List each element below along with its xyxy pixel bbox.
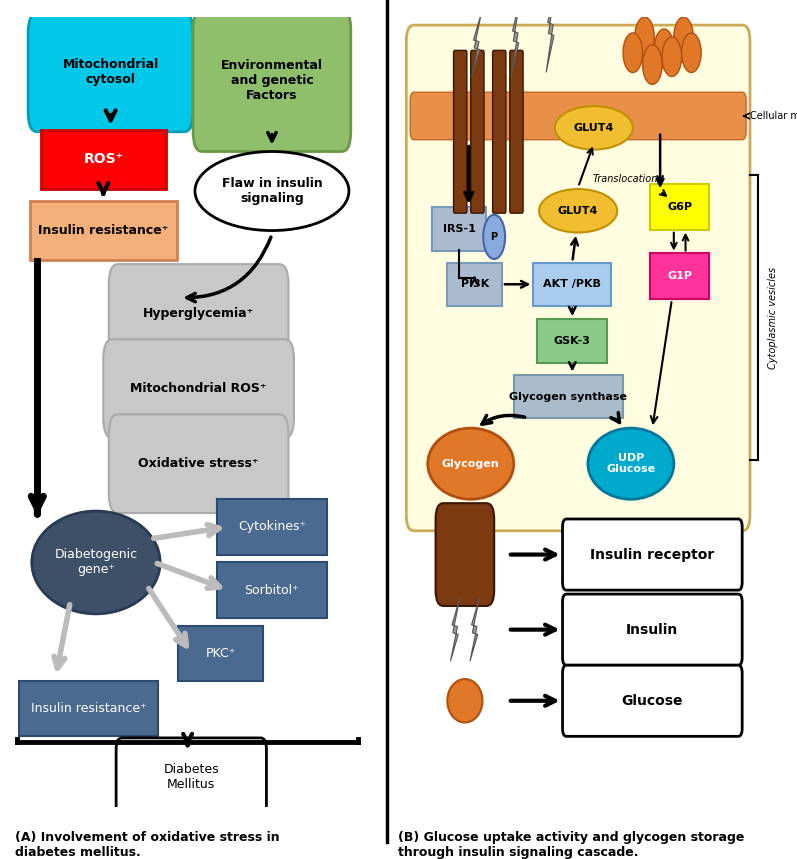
Ellipse shape: [195, 151, 349, 230]
Text: (A) Involvement of oxidative stress in
diabetes mellitus.: (A) Involvement of oxidative stress in d…: [15, 832, 280, 859]
Text: Insulin receptor: Insulin receptor: [591, 547, 714, 562]
Text: GLUT4: GLUT4: [574, 123, 614, 133]
Circle shape: [634, 17, 654, 57]
Circle shape: [623, 33, 642, 72]
FancyBboxPatch shape: [41, 130, 166, 189]
Text: ROS⁺: ROS⁺: [84, 152, 124, 167]
Text: Cellular membrane: Cellular membrane: [744, 111, 797, 121]
FancyBboxPatch shape: [104, 339, 294, 438]
FancyBboxPatch shape: [563, 594, 742, 665]
Text: Glucose: Glucose: [622, 694, 683, 708]
FancyBboxPatch shape: [19, 681, 159, 736]
Text: P: P: [491, 232, 498, 242]
Text: Diabetogenic
gene⁺: Diabetogenic gene⁺: [54, 549, 138, 576]
Text: Glycogen: Glycogen: [442, 459, 500, 469]
FancyBboxPatch shape: [116, 738, 266, 817]
FancyBboxPatch shape: [471, 51, 484, 213]
Text: Translocation: Translocation: [592, 174, 658, 184]
Text: Flaw in insulin
signaling: Flaw in insulin signaling: [222, 177, 322, 205]
FancyBboxPatch shape: [28, 13, 193, 131]
Text: GSK-3: GSK-3: [554, 336, 591, 346]
Text: PI3K: PI3K: [461, 279, 489, 289]
Polygon shape: [472, 13, 481, 76]
Circle shape: [673, 17, 693, 57]
Text: G1P: G1P: [667, 271, 692, 282]
Text: Hyperglycemia⁺: Hyperglycemia⁺: [143, 307, 254, 320]
FancyBboxPatch shape: [650, 253, 709, 299]
Ellipse shape: [428, 428, 514, 499]
FancyBboxPatch shape: [179, 625, 263, 681]
FancyBboxPatch shape: [436, 503, 494, 606]
Text: AKT /PKB: AKT /PKB: [544, 279, 601, 289]
Text: GLUT4: GLUT4: [558, 206, 599, 216]
FancyBboxPatch shape: [514, 375, 623, 418]
Ellipse shape: [539, 189, 617, 233]
Text: Insulin resistance⁺: Insulin resistance⁺: [31, 702, 147, 716]
FancyBboxPatch shape: [510, 51, 523, 213]
Text: Oxidative stress⁺: Oxidative stress⁺: [139, 457, 259, 470]
Ellipse shape: [32, 511, 160, 614]
Text: UDP
Glucose: UDP Glucose: [607, 453, 655, 474]
Circle shape: [662, 37, 681, 76]
Text: Environmental
and genetic
Factors: Environmental and genetic Factors: [221, 59, 323, 102]
Polygon shape: [546, 0, 556, 72]
Text: Glycogen synthase: Glycogen synthase: [509, 392, 627, 401]
FancyBboxPatch shape: [108, 265, 289, 362]
FancyBboxPatch shape: [30, 201, 177, 260]
Circle shape: [483, 215, 505, 259]
Circle shape: [681, 33, 701, 72]
FancyBboxPatch shape: [493, 51, 506, 213]
Polygon shape: [511, 0, 520, 76]
Text: Sorbitol⁺: Sorbitol⁺: [245, 583, 300, 597]
FancyBboxPatch shape: [432, 207, 486, 251]
Circle shape: [642, 45, 662, 84]
FancyBboxPatch shape: [537, 320, 607, 362]
Text: Diabetes
Mellitus: Diabetes Mellitus: [163, 764, 219, 791]
Text: Cytokines⁺: Cytokines⁺: [238, 521, 306, 533]
Ellipse shape: [555, 107, 633, 149]
FancyBboxPatch shape: [533, 263, 611, 306]
Circle shape: [654, 29, 673, 69]
Ellipse shape: [588, 428, 673, 499]
Text: Insulin resistance⁺: Insulin resistance⁺: [38, 224, 168, 237]
Text: Mitochondrial ROS⁺: Mitochondrial ROS⁺: [131, 382, 267, 395]
Text: G6P: G6P: [667, 202, 693, 212]
FancyBboxPatch shape: [108, 414, 289, 513]
Ellipse shape: [447, 679, 482, 722]
FancyBboxPatch shape: [217, 563, 327, 618]
FancyBboxPatch shape: [447, 263, 502, 306]
Text: PKC⁺: PKC⁺: [206, 647, 236, 660]
FancyBboxPatch shape: [193, 9, 351, 151]
Text: (B) Glucose uptake activity and glycogen storage
through insulin signaling casca: (B) Glucose uptake activity and glycogen…: [398, 832, 745, 859]
Polygon shape: [450, 598, 460, 661]
Text: Insulin: Insulin: [626, 623, 678, 637]
FancyBboxPatch shape: [410, 92, 746, 140]
FancyBboxPatch shape: [453, 51, 467, 213]
FancyBboxPatch shape: [650, 184, 709, 229]
FancyBboxPatch shape: [217, 499, 327, 555]
FancyBboxPatch shape: [406, 25, 750, 531]
Polygon shape: [470, 598, 479, 661]
Text: Cytoplasmic vesicles: Cytoplasmic vesicles: [768, 266, 779, 369]
FancyBboxPatch shape: [563, 665, 742, 736]
Text: Mitochondrial
cytosol: Mitochondrial cytosol: [62, 58, 159, 87]
FancyBboxPatch shape: [563, 519, 742, 590]
Text: IRS-1: IRS-1: [442, 224, 476, 234]
